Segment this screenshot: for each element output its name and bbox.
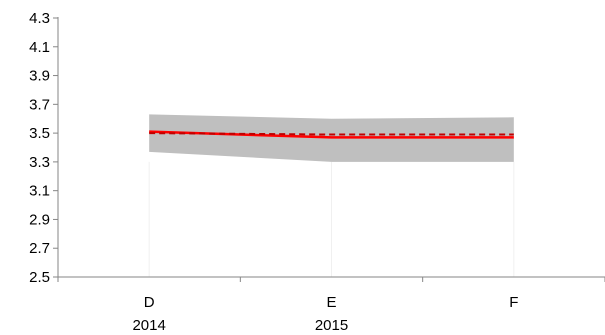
y-tick-label: 4.3 xyxy=(29,10,50,27)
y-tick-label: 3.7 xyxy=(29,96,50,113)
y-tick-label: 2.5 xyxy=(29,269,50,286)
y-tick-label: 4.1 xyxy=(29,39,50,56)
plot-area xyxy=(148,114,515,277)
y-tick-label: 3.9 xyxy=(29,68,50,85)
dashed-series-line xyxy=(149,132,514,136)
y-tick-label: 3.1 xyxy=(29,183,50,200)
x-tick-label: E xyxy=(326,294,336,311)
y-tick-label: 3.5 xyxy=(29,125,50,142)
y-tick-label: 2.9 xyxy=(29,211,50,228)
tick-labels: 2.5 2.7 2.9 3.1 3.3 3.5 3.7 3.9 4.1 4.3 D 2014 E 2015… xyxy=(29,10,518,334)
y-tick-label: 2.7 xyxy=(29,240,50,257)
axes xyxy=(53,17,605,282)
x-tick-year-label: 2015 xyxy=(315,317,348,334)
y-tick-label: 3.3 xyxy=(29,154,50,171)
x-tick-label: F xyxy=(509,294,518,311)
x-tick-label: D xyxy=(144,294,155,311)
x-tick-year-label: 2014 xyxy=(132,317,165,334)
